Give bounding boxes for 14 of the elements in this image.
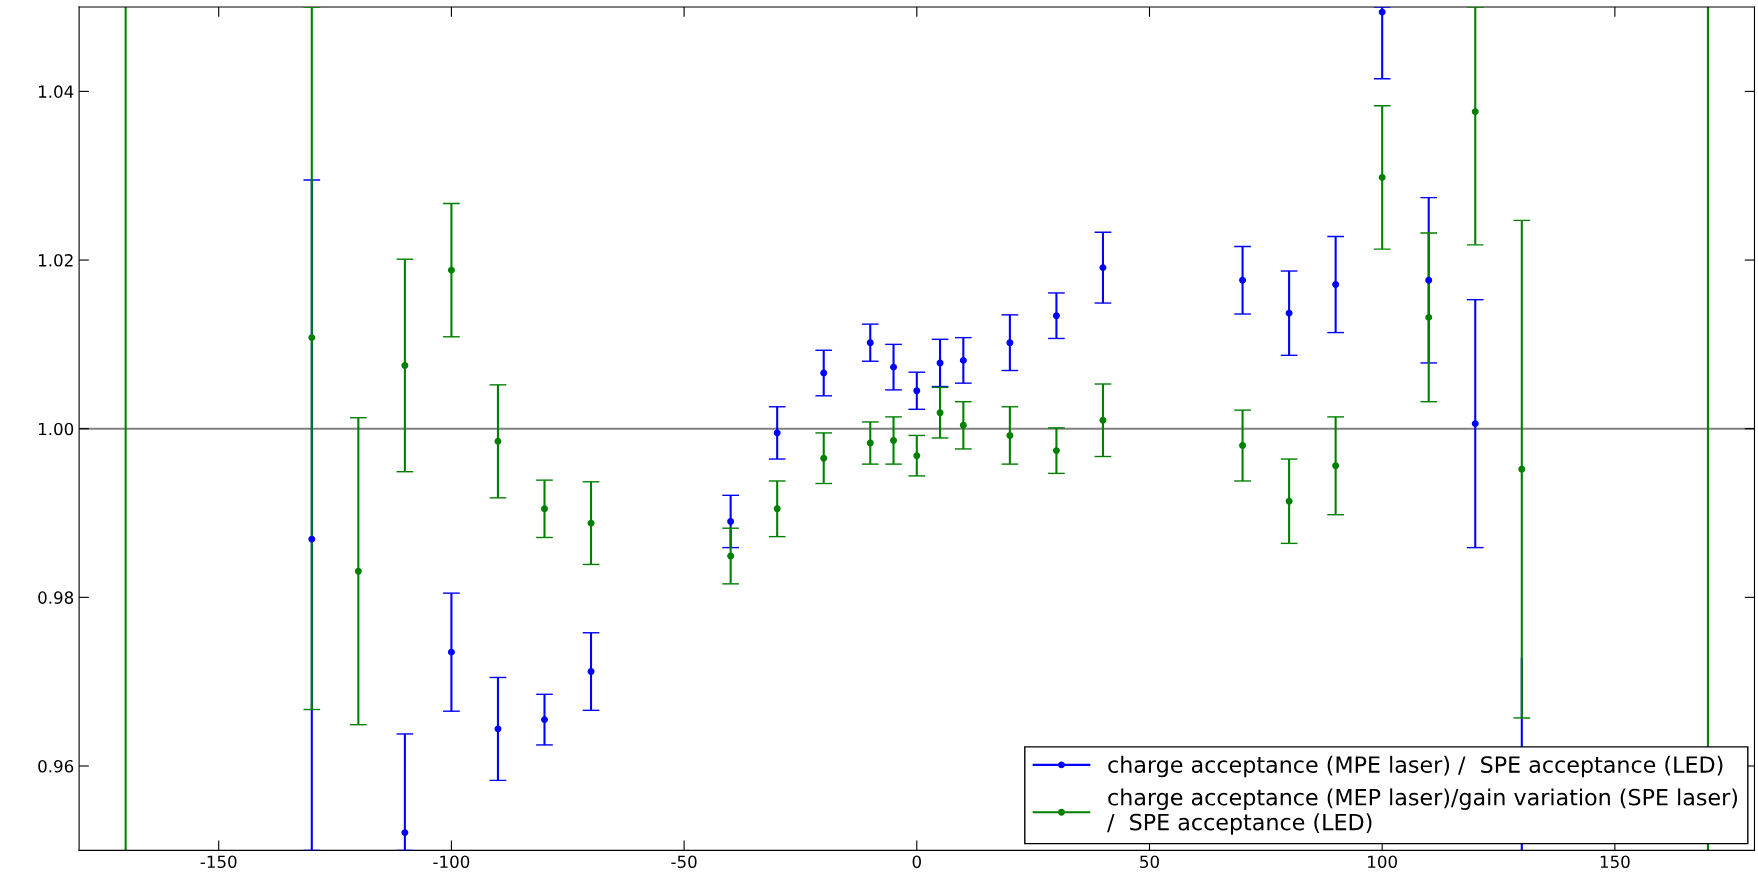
y-tick-label: 1.00 [38, 422, 74, 436]
y-tick-label: 1.02 [38, 254, 73, 267]
legend-label: charge acceptance (MPE laser) / SPE acceptance (LED) [1108, 755, 1723, 778]
y-tick-label: 0.96 [38, 759, 74, 773]
x-tick-label: -100 [433, 855, 470, 869]
x-tick-label: 150 [1600, 855, 1630, 869]
x-tick-label: 100 [1368, 855, 1397, 869]
x-tick-label: 0 [912, 855, 921, 869]
x-tick-label: -50 [671, 855, 697, 869]
legend-label: charge acceptance (MEP laser)/gain variation (SPE laser) / SPE acceptance (LED) [1107, 788, 1738, 835]
x-tick-label: -150 [200, 855, 237, 869]
y-tick-label: 0.98 [38, 591, 74, 604]
y-tick-label: 1.04 [38, 85, 74, 98]
x-tick-label: 50 [1140, 855, 1159, 869]
